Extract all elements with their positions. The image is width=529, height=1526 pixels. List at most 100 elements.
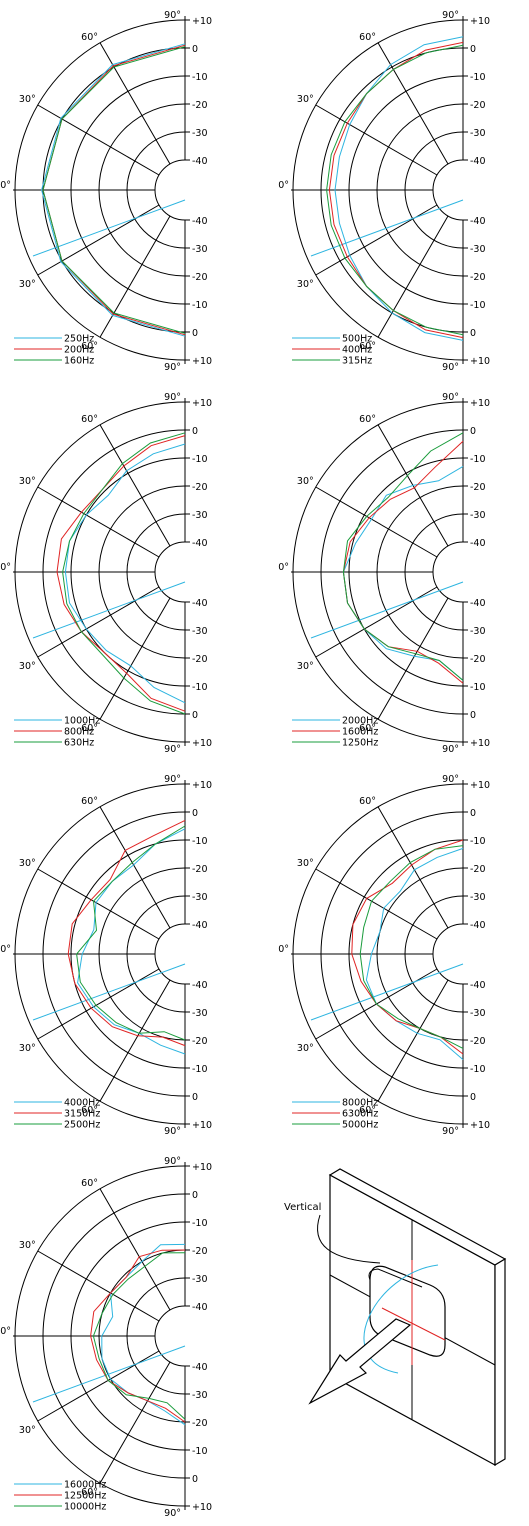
db-tick-label: -40 — [192, 1302, 208, 1313]
db-tick-label: 0 — [192, 710, 198, 721]
angle-label: 30° — [19, 1425, 36, 1436]
series-line-315hz — [326, 44, 464, 336]
grid-spoke — [377, 42, 449, 165]
polar-grid — [291, 16, 468, 364]
db-tick-label: -10 — [192, 1446, 208, 1457]
series-line-4000hz — [77, 828, 186, 1055]
db-tick-label: -10 — [192, 836, 208, 847]
polar-chart-2: +10 0 -10 -20 -30 -40 -40 -30 -20 -10 0 +10 90° 60° 30… — [278, 0, 529, 380]
angle-label: 0° — [278, 180, 289, 191]
grid-spoke — [377, 806, 449, 929]
grid-spoke — [377, 979, 449, 1102]
db-tick-label: +10 — [192, 780, 212, 791]
polar-chart-7: +10 0 -10 -20 -30 -40 -40 -30 -20 -10 0 +10 90° 60° 30… — [0, 1146, 264, 1526]
db-tick-label: 0 — [192, 1190, 198, 1201]
angle-label: 90° — [164, 10, 181, 21]
polar-chart-svg: +10 0 -10 -20 -30 -40 -40 -30 -20 -10 0 +10 90° 60° 30… — [0, 392, 212, 755]
db-tick-label: +10 — [470, 780, 490, 791]
polar-grid — [291, 398, 468, 746]
angle-label: 0° — [0, 1326, 11, 1337]
legend-label: 3150Hz — [64, 1109, 100, 1120]
db-tick-label: -20 — [470, 1036, 486, 1047]
db-tick-label: -20 — [192, 864, 208, 875]
db-tick-label: +10 — [470, 1120, 490, 1131]
db-tick-label: +10 — [192, 16, 212, 27]
db-tick-label: -10 — [192, 1218, 208, 1229]
db-tick-label: -40 — [192, 538, 208, 549]
polar-chart-svg: +10 0 -10 -20 -30 -40 -40 -30 -20 -10 0 +10 90° 60° 30… — [0, 10, 212, 373]
angle-label: 60° — [81, 1105, 98, 1116]
angle-label: 30° — [297, 1043, 314, 1054]
angle-label: 90° — [442, 774, 459, 785]
mic-top-edge — [368, 1268, 423, 1288]
db-tick-label: -10 — [470, 300, 486, 311]
db-tick-label: -20 — [470, 654, 486, 665]
legend-label: 6300Hz — [342, 1109, 378, 1120]
db-tick-label: -40 — [470, 216, 486, 227]
legend-label: 10000Hz — [64, 1502, 106, 1513]
angle-label: 60° — [359, 32, 376, 43]
db-tick-label: +10 — [470, 398, 490, 409]
db-tick-label: +10 — [192, 398, 212, 409]
db-tick-label: 0 — [470, 710, 476, 721]
db-tick-label: -10 — [192, 682, 208, 693]
series-line-12500hz — [90, 1249, 186, 1423]
polar-chart-6: +10 0 -10 -20 -30 -40 -40 -30 -20 -10 0 +10 90° 60° 30… — [278, 764, 529, 1144]
angle-label: 30° — [297, 279, 314, 290]
legend-label: 2500Hz — [64, 1120, 100, 1131]
legend-label: 800Hz — [64, 727, 94, 738]
db-tick-label: 0 — [470, 1092, 476, 1103]
direction-arrow — [308, 1318, 412, 1405]
db-tick-label: +10 — [470, 16, 490, 27]
db-tick-label: 0 — [192, 44, 198, 55]
db-tick-label: -10 — [470, 1064, 486, 1075]
db-tick-label: -20 — [192, 100, 208, 111]
db-tick-label: 0 — [470, 44, 476, 55]
db-tick-label: -20 — [192, 1418, 208, 1429]
db-tick-label: +10 — [470, 356, 490, 367]
db-tick-label: +10 — [192, 1502, 212, 1513]
db-tick-label: +10 — [192, 1120, 212, 1131]
db-tick-label: -30 — [470, 626, 486, 637]
db-tick-label: 0 — [192, 426, 198, 437]
angle-label: 60° — [81, 32, 98, 43]
grid-ring — [154, 1305, 186, 1367]
grid-spoke — [99, 806, 171, 929]
angle-label: 30° — [19, 279, 36, 290]
polar-sketch — [363, 1264, 439, 1374]
angle-label: 30° — [19, 661, 36, 672]
db-tick-label: -40 — [192, 980, 208, 991]
grid-spoke — [315, 868, 438, 940]
db-tick-label: -30 — [470, 510, 486, 521]
legend-label: 200Hz — [64, 345, 94, 356]
grid-spoke — [99, 1361, 171, 1484]
angle-label: 90° — [164, 1156, 181, 1167]
angle-label: 30° — [297, 476, 314, 487]
grid-spoke — [99, 979, 171, 1102]
db-tick-label: +10 — [470, 738, 490, 749]
db-tick-label: -10 — [470, 72, 486, 83]
reference-axis-line — [32, 199, 186, 257]
db-tick-label: 0 — [192, 1092, 198, 1103]
db-tick-label: -40 — [470, 598, 486, 609]
db-tick-label: -20 — [192, 482, 208, 493]
series-line-630hz — [62, 432, 186, 715]
angle-label: 60° — [359, 796, 376, 807]
legend-label: 315Hz — [342, 356, 372, 367]
polar-chart-4: +10 0 -10 -20 -30 -40 -40 -30 -20 -10 0 +10 90° 60° 30… — [278, 382, 529, 762]
grid-spoke — [315, 486, 438, 558]
polar-chart-svg: +10 0 -10 -20 -30 -40 -40 -30 -20 -10 0 +10 90° 60° 30… — [0, 774, 212, 1137]
angle-label: 90° — [442, 1126, 459, 1137]
polar-grid — [291, 780, 468, 1128]
grid-ring — [432, 923, 464, 985]
db-tick-label: -20 — [192, 272, 208, 283]
angle-label: 60° — [81, 414, 98, 425]
polar-grid — [13, 780, 190, 1128]
db-tick-label: -30 — [470, 128, 486, 139]
db-tick-label: -30 — [192, 1008, 208, 1019]
grid-spoke — [37, 104, 160, 176]
db-tick-label: -20 — [192, 1036, 208, 1047]
series-line-1250hz — [342, 432, 464, 681]
db-tick-label: -10 — [192, 454, 208, 465]
